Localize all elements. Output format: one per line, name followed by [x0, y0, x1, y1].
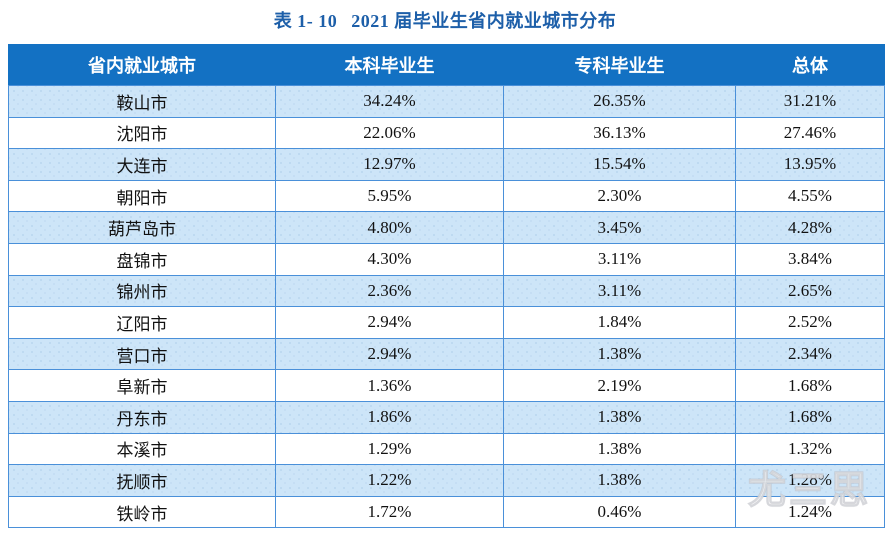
college-cell: 1.84%: [503, 306, 736, 339]
table-row: 本溪市 1.29% 1.38% 1.32%: [8, 432, 885, 466]
table-row: 丹东市 1.86% 1.38% 1.68%: [8, 400, 885, 434]
table-row: 沈阳市 22.06% 36.13% 27.46%: [8, 116, 885, 150]
city-cell: 盘锦市: [8, 242, 276, 276]
city-cell: 营口市: [8, 337, 276, 371]
overall-cell: 27.46%: [735, 116, 885, 150]
college-cell: 3.11%: [503, 242, 736, 276]
city-cell: 辽阳市: [8, 306, 276, 339]
table-row: 抚顺市 1.22% 1.38% 1.28%: [8, 464, 885, 497]
column-header-overall: 总体: [735, 44, 885, 86]
undergrad-cell: 4.30%: [275, 242, 504, 276]
column-header-undergrad: 本科毕业生: [275, 44, 504, 86]
college-cell: 2.19%: [503, 369, 736, 402]
city-cell: 大连市: [8, 148, 276, 181]
table-row: 辽阳市 2.94% 1.84% 2.52%: [8, 306, 885, 339]
overall-cell: 1.28%: [735, 464, 885, 497]
college-cell: 3.45%: [503, 211, 736, 244]
table-header-row: 省内就业城市 本科毕业生 专科毕业生 总体: [8, 44, 885, 86]
city-cell: 葫芦岛市: [8, 211, 276, 244]
table-row: 盘锦市 4.30% 3.11% 3.84%: [8, 242, 885, 276]
overall-cell: 2.65%: [735, 274, 885, 308]
table-row: 锦州市 2.36% 3.11% 2.65%: [8, 274, 885, 308]
table-caption-number: 表 1- 10: [273, 11, 338, 31]
overall-cell: 31.21%: [735, 85, 885, 118]
undergrad-cell: 2.36%: [275, 274, 504, 308]
undergrad-cell: 1.29%: [275, 432, 504, 466]
city-cell: 阜新市: [8, 369, 276, 402]
employment-city-table: 省内就业城市 本科毕业生 专科毕业生 总体 鞍山市 34.24% 26.35% …: [8, 44, 885, 529]
college-cell: 1.38%: [503, 400, 736, 434]
undergrad-cell: 1.36%: [275, 369, 504, 402]
city-cell: 沈阳市: [8, 116, 276, 150]
city-cell: 鞍山市: [8, 85, 276, 118]
undergrad-cell: 4.80%: [275, 211, 504, 244]
table-row: 鞍山市 34.24% 26.35% 31.21%: [8, 85, 885, 118]
table-row: 大连市 12.97% 15.54% 13.95%: [8, 148, 885, 181]
city-cell: 丹东市: [8, 400, 276, 434]
overall-cell: 1.68%: [735, 369, 885, 402]
overall-cell: 4.28%: [735, 211, 885, 244]
undergrad-cell: 34.24%: [275, 85, 504, 118]
college-cell: 1.38%: [503, 464, 736, 497]
undergrad-cell: 1.72%: [275, 495, 504, 529]
college-cell: 0.46%: [503, 495, 736, 529]
table-row: 朝阳市 5.95% 2.30% 4.55%: [8, 179, 885, 213]
undergrad-cell: 2.94%: [275, 306, 504, 339]
college-cell: 15.54%: [503, 148, 736, 181]
table-row: 铁岭市 1.72% 0.46% 1.24%: [8, 495, 885, 529]
undergrad-cell: 5.95%: [275, 179, 504, 213]
table-caption: 表 1- 10 2021 届毕业生省内就业城市分布: [0, 7, 890, 33]
overall-cell: 3.84%: [735, 242, 885, 276]
city-cell: 朝阳市: [8, 179, 276, 213]
overall-cell: 1.32%: [735, 432, 885, 466]
college-cell: 26.35%: [503, 85, 736, 118]
table-row: 阜新市 1.36% 2.19% 1.68%: [8, 369, 885, 402]
city-cell: 本溪市: [8, 432, 276, 466]
undergrad-cell: 2.94%: [275, 337, 504, 371]
undergrad-cell: 12.97%: [275, 148, 504, 181]
overall-cell: 1.24%: [735, 495, 885, 529]
table-caption-text: 2021 届毕业生省内就业城市分布: [351, 11, 617, 31]
table-body: 鞍山市 34.24% 26.35% 31.21% 沈阳市 22.06% 36.1…: [8, 85, 885, 529]
college-cell: 36.13%: [503, 116, 736, 150]
table-row: 营口市 2.94% 1.38% 2.34%: [8, 337, 885, 371]
overall-cell: 4.55%: [735, 179, 885, 213]
city-cell: 锦州市: [8, 274, 276, 308]
city-cell: 铁岭市: [8, 495, 276, 529]
overall-cell: 2.52%: [735, 306, 885, 339]
table-row: 葫芦岛市 4.80% 3.45% 4.28%: [8, 211, 885, 244]
column-header-college: 专科毕业生: [503, 44, 736, 86]
undergrad-cell: 22.06%: [275, 116, 504, 150]
overall-cell: 1.68%: [735, 400, 885, 434]
college-cell: 3.11%: [503, 274, 736, 308]
undergrad-cell: 1.86%: [275, 400, 504, 434]
college-cell: 2.30%: [503, 179, 736, 213]
college-cell: 1.38%: [503, 337, 736, 371]
overall-cell: 13.95%: [735, 148, 885, 181]
overall-cell: 2.34%: [735, 337, 885, 371]
city-cell: 抚顺市: [8, 464, 276, 497]
undergrad-cell: 1.22%: [275, 464, 504, 497]
column-header-city: 省内就业城市: [8, 44, 276, 86]
college-cell: 1.38%: [503, 432, 736, 466]
